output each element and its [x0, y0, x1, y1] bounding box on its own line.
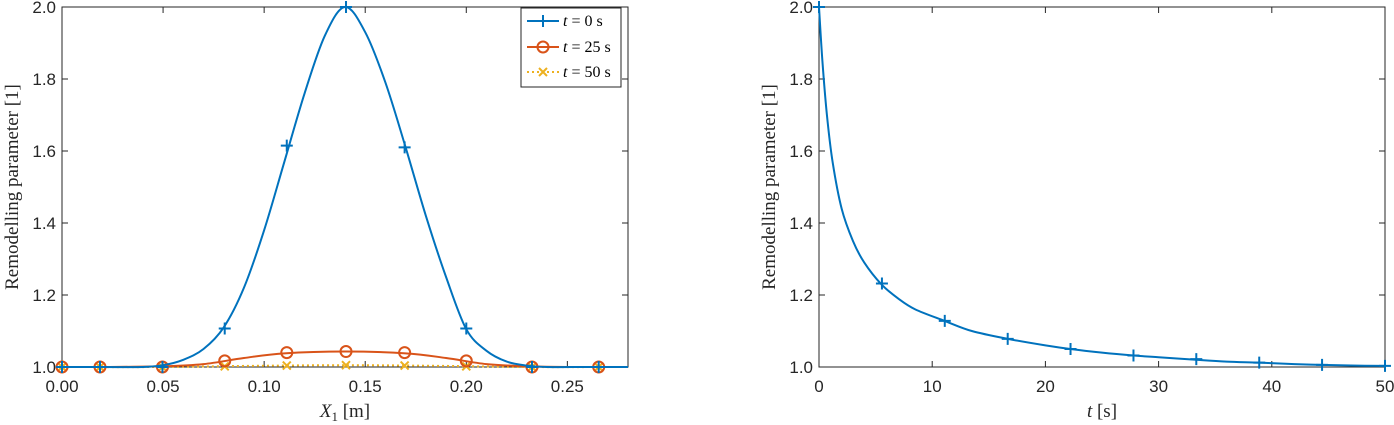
x-tick-label: 10 — [923, 377, 942, 396]
y-tick-label: 2.0 — [32, 0, 56, 17]
series-0-marker — [398, 141, 411, 154]
y-tick-label: 1.4 — [32, 214, 56, 233]
series-0-marker — [1001, 332, 1014, 345]
y-tick-label: 1.6 — [32, 142, 56, 161]
series-1-marker — [339, 345, 353, 359]
y-tick-label: 1.8 — [789, 70, 813, 89]
series-0-marker — [156, 361, 169, 373]
series-0-marker — [1316, 358, 1329, 371]
ticks-right: 0 10 20 30 40 50 1.0 1.2 1.4 1.6 1.8 2.0 — [789, 0, 1394, 396]
svg-text:t = 25 s: t = 25 s — [563, 39, 611, 56]
x-tick-label: 40 — [1262, 377, 1281, 396]
series-1-marker — [398, 346, 412, 360]
y-tick-label: 1.0 — [32, 358, 56, 377]
y-axis-label-left: Remodelling parameter [1] — [2, 84, 23, 290]
series-1-marker — [218, 354, 232, 368]
y-tick-label: 1.0 — [789, 358, 813, 377]
chart-right: 0 10 20 30 40 50 1.0 1.2 1.4 1.6 1.8 2.0 t [s] Remo… — [759, 0, 1394, 422]
series-0-marker — [56, 361, 68, 373]
chart-left: 0.00 0.05 0.10 0.15 0.20 0.25 1.0 1.2 1.4 1.6 1.8 2… — [2, 0, 629, 424]
x-tick-label: 30 — [1149, 377, 1168, 396]
series-0-marker — [94, 361, 107, 373]
x-tick-label: 0.00 — [45, 377, 78, 396]
x-tick-label: 0.15 — [349, 377, 382, 396]
series-0-marker — [938, 314, 951, 327]
x-tick-label: 50 — [1376, 377, 1394, 396]
series-0-marker — [218, 322, 231, 335]
y-tick-label: 2.0 — [789, 0, 813, 17]
series-0-marker — [875, 277, 888, 290]
series-line-0 — [818, 6, 1386, 367]
legend-entry-2: t = 50 s — [527, 64, 611, 81]
series-0-marker — [1190, 353, 1203, 366]
legend: t = 0 s t = 25 s t = 50 s — [520, 7, 622, 88]
series-1-marker — [280, 346, 294, 360]
x-axis-label-left: X1 [m] — [319, 401, 370, 424]
series-0-marker — [460, 322, 473, 335]
series-0-marker — [592, 361, 605, 373]
x-tick-label: 0.10 — [248, 377, 281, 396]
series-0-marker — [280, 139, 293, 152]
x-tick-label: 0.05 — [147, 377, 180, 396]
ticks-left: 0.00 0.05 0.10 0.15 0.20 0.25 1.0 1.2 1.4 1.6 1.8 2… — [32, 0, 628, 396]
svg-text:t = 50 s: t = 50 s — [563, 64, 611, 81]
y-tick-label: 1.4 — [789, 214, 813, 233]
x-tick-label: 0.20 — [450, 377, 483, 396]
x-tick-label: 0 — [814, 377, 823, 396]
series-0-marker — [1379, 359, 1391, 372]
legend-entry-1: t = 25 s — [527, 39, 611, 56]
x-axis-label-right: t [s] — [1087, 401, 1117, 422]
series-2-marker — [341, 360, 351, 370]
series-right — [813, 1, 1391, 372]
y-tick-label: 1.6 — [789, 142, 813, 161]
y-tick-label: 1.2 — [32, 286, 56, 305]
x-tick-label: 20 — [1036, 377, 1055, 396]
plot-frame-right — [818, 6, 1386, 368]
series-0-marker — [1064, 343, 1077, 355]
y-tick-label: 1.2 — [789, 286, 813, 305]
series-left — [55, 1, 629, 374]
x-tick-label: 0.25 — [551, 377, 584, 396]
series-0-marker — [525, 361, 538, 373]
series-1-marker — [459, 354, 473, 368]
series-2-marker — [282, 360, 292, 371]
series-0-marker — [813, 1, 825, 13]
legend-entry-0: t = 0 s — [527, 13, 603, 30]
svg-text:t = 0 s: t = 0 s — [563, 13, 603, 30]
series-0-marker — [1253, 356, 1266, 369]
series-2-marker — [399, 360, 410, 371]
series-0-marker — [340, 1, 353, 13]
y-axis-label-right: Remodelling parameter [1] — [759, 84, 780, 290]
y-tick-label: 1.8 — [32, 70, 56, 89]
series-0-marker — [1127, 349, 1140, 362]
